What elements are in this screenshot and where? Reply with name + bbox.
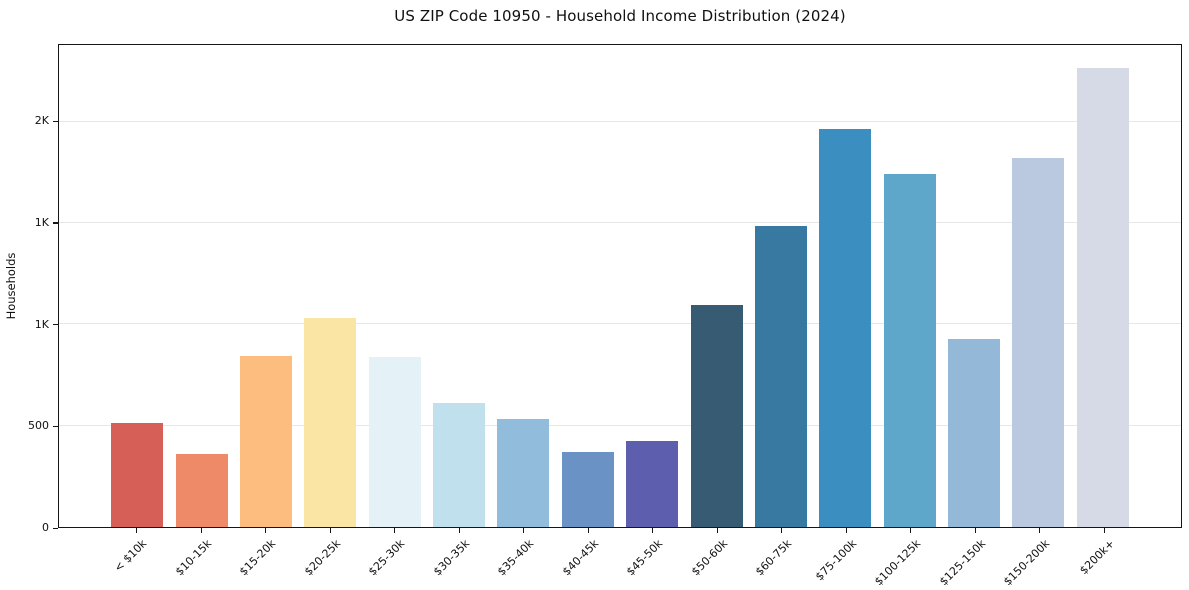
bar-slot — [684, 45, 748, 527]
bar-slot — [1071, 45, 1135, 527]
bar-15-20k — [239, 355, 292, 527]
y-tick-label: 0 — [42, 521, 49, 534]
x-tick-label: $35-40k — [495, 537, 537, 579]
x-tick-mark — [652, 528, 654, 533]
x-tick-mark — [716, 528, 718, 533]
x-tick-label: $60-75k — [753, 537, 795, 579]
bar-slot — [813, 45, 877, 527]
gridline — [59, 424, 1181, 426]
bar-150-200k — [1012, 158, 1065, 527]
y-tick-label: 500 — [28, 419, 49, 433]
x-tick-mark — [845, 528, 847, 533]
gridline — [59, 120, 1181, 122]
x-tick-label: $50-60k — [688, 537, 730, 579]
x-tick-mark — [265, 528, 267, 533]
bar-slot — [363, 45, 427, 527]
y-tick-mark — [53, 222, 58, 224]
x-tick-mark — [200, 528, 202, 533]
bar-slot — [749, 45, 813, 527]
x-tick-label: $150-200k — [1001, 537, 1053, 589]
bar-slot — [878, 45, 942, 527]
x-tick-label: $200k+ — [1076, 537, 1117, 578]
x-tick-label: $45-50k — [624, 537, 666, 579]
x-tick-mark — [587, 528, 589, 533]
y-tick-label: 1K — [34, 215, 49, 229]
x-tick-label: $125-150k — [936, 537, 988, 589]
chart-title: US ZIP Code 10950 - Household Income Dis… — [394, 7, 846, 25]
x-tick-label: $30-35k — [430, 537, 472, 579]
bar-10k — [111, 422, 164, 527]
x-tick-label: $15-20k — [237, 537, 279, 579]
bar-slot — [105, 45, 169, 527]
y-tick-mark — [53, 527, 58, 529]
bar-slot — [234, 45, 298, 527]
x-tick-label: $100-125k — [872, 537, 924, 589]
bar-slot — [556, 45, 620, 527]
x-tick-mark — [394, 528, 396, 533]
x-tick-mark — [523, 528, 525, 533]
bar-30-35k — [433, 403, 486, 527]
bar-200k — [1076, 68, 1129, 527]
bar-20-25k — [304, 318, 357, 527]
y-tick-label: 2K — [34, 114, 49, 128]
bar-10-15k — [175, 454, 228, 527]
bars — [59, 45, 1181, 527]
x-tick-label: $10-15k — [172, 537, 214, 579]
bar-slot — [298, 45, 362, 527]
gridlines — [59, 45, 1181, 527]
x-tick-label: < $10k — [111, 537, 150, 575]
x-tick-mark — [136, 528, 138, 533]
bar-45-50k — [626, 440, 679, 527]
x-tick-mark — [1039, 528, 1041, 533]
x-tick-label: $25-30k — [366, 537, 408, 579]
bar-slot — [1006, 45, 1070, 527]
bar-slot — [942, 45, 1006, 527]
bar-slot — [169, 45, 233, 527]
y-axis-label: Households — [4, 252, 18, 320]
bar-slot — [620, 45, 684, 527]
bar-125-150k — [948, 338, 1001, 527]
x-tick-mark — [910, 528, 912, 533]
x-tick-mark — [1103, 528, 1105, 533]
x-tick-label: $40-45k — [559, 537, 601, 579]
bar-35-40k — [497, 418, 550, 527]
y-tick-label: 1K — [34, 317, 49, 331]
bar-slot — [427, 45, 491, 527]
bar-50-60k — [690, 305, 743, 527]
x-tick-mark — [329, 528, 331, 533]
y-tick-mark — [53, 120, 58, 122]
x-tick-mark — [458, 528, 460, 533]
plot-area — [58, 44, 1182, 528]
gridline — [59, 222, 1181, 224]
x-tick-label: $20-25k — [301, 537, 343, 579]
x-tick-label: $75-100k — [812, 537, 859, 584]
bar-75-100k — [819, 129, 872, 527]
bar-40-45k — [561, 452, 614, 527]
x-tick-mark — [781, 528, 783, 533]
gridline — [59, 323, 1181, 325]
bar-slot — [491, 45, 555, 527]
bar-60-75k — [754, 226, 807, 527]
x-tick-mark — [974, 528, 976, 533]
y-tick-mark — [53, 425, 58, 427]
bar-25-30k — [368, 356, 421, 527]
bar-100-125k — [883, 173, 936, 527]
y-tick-mark — [53, 324, 58, 326]
